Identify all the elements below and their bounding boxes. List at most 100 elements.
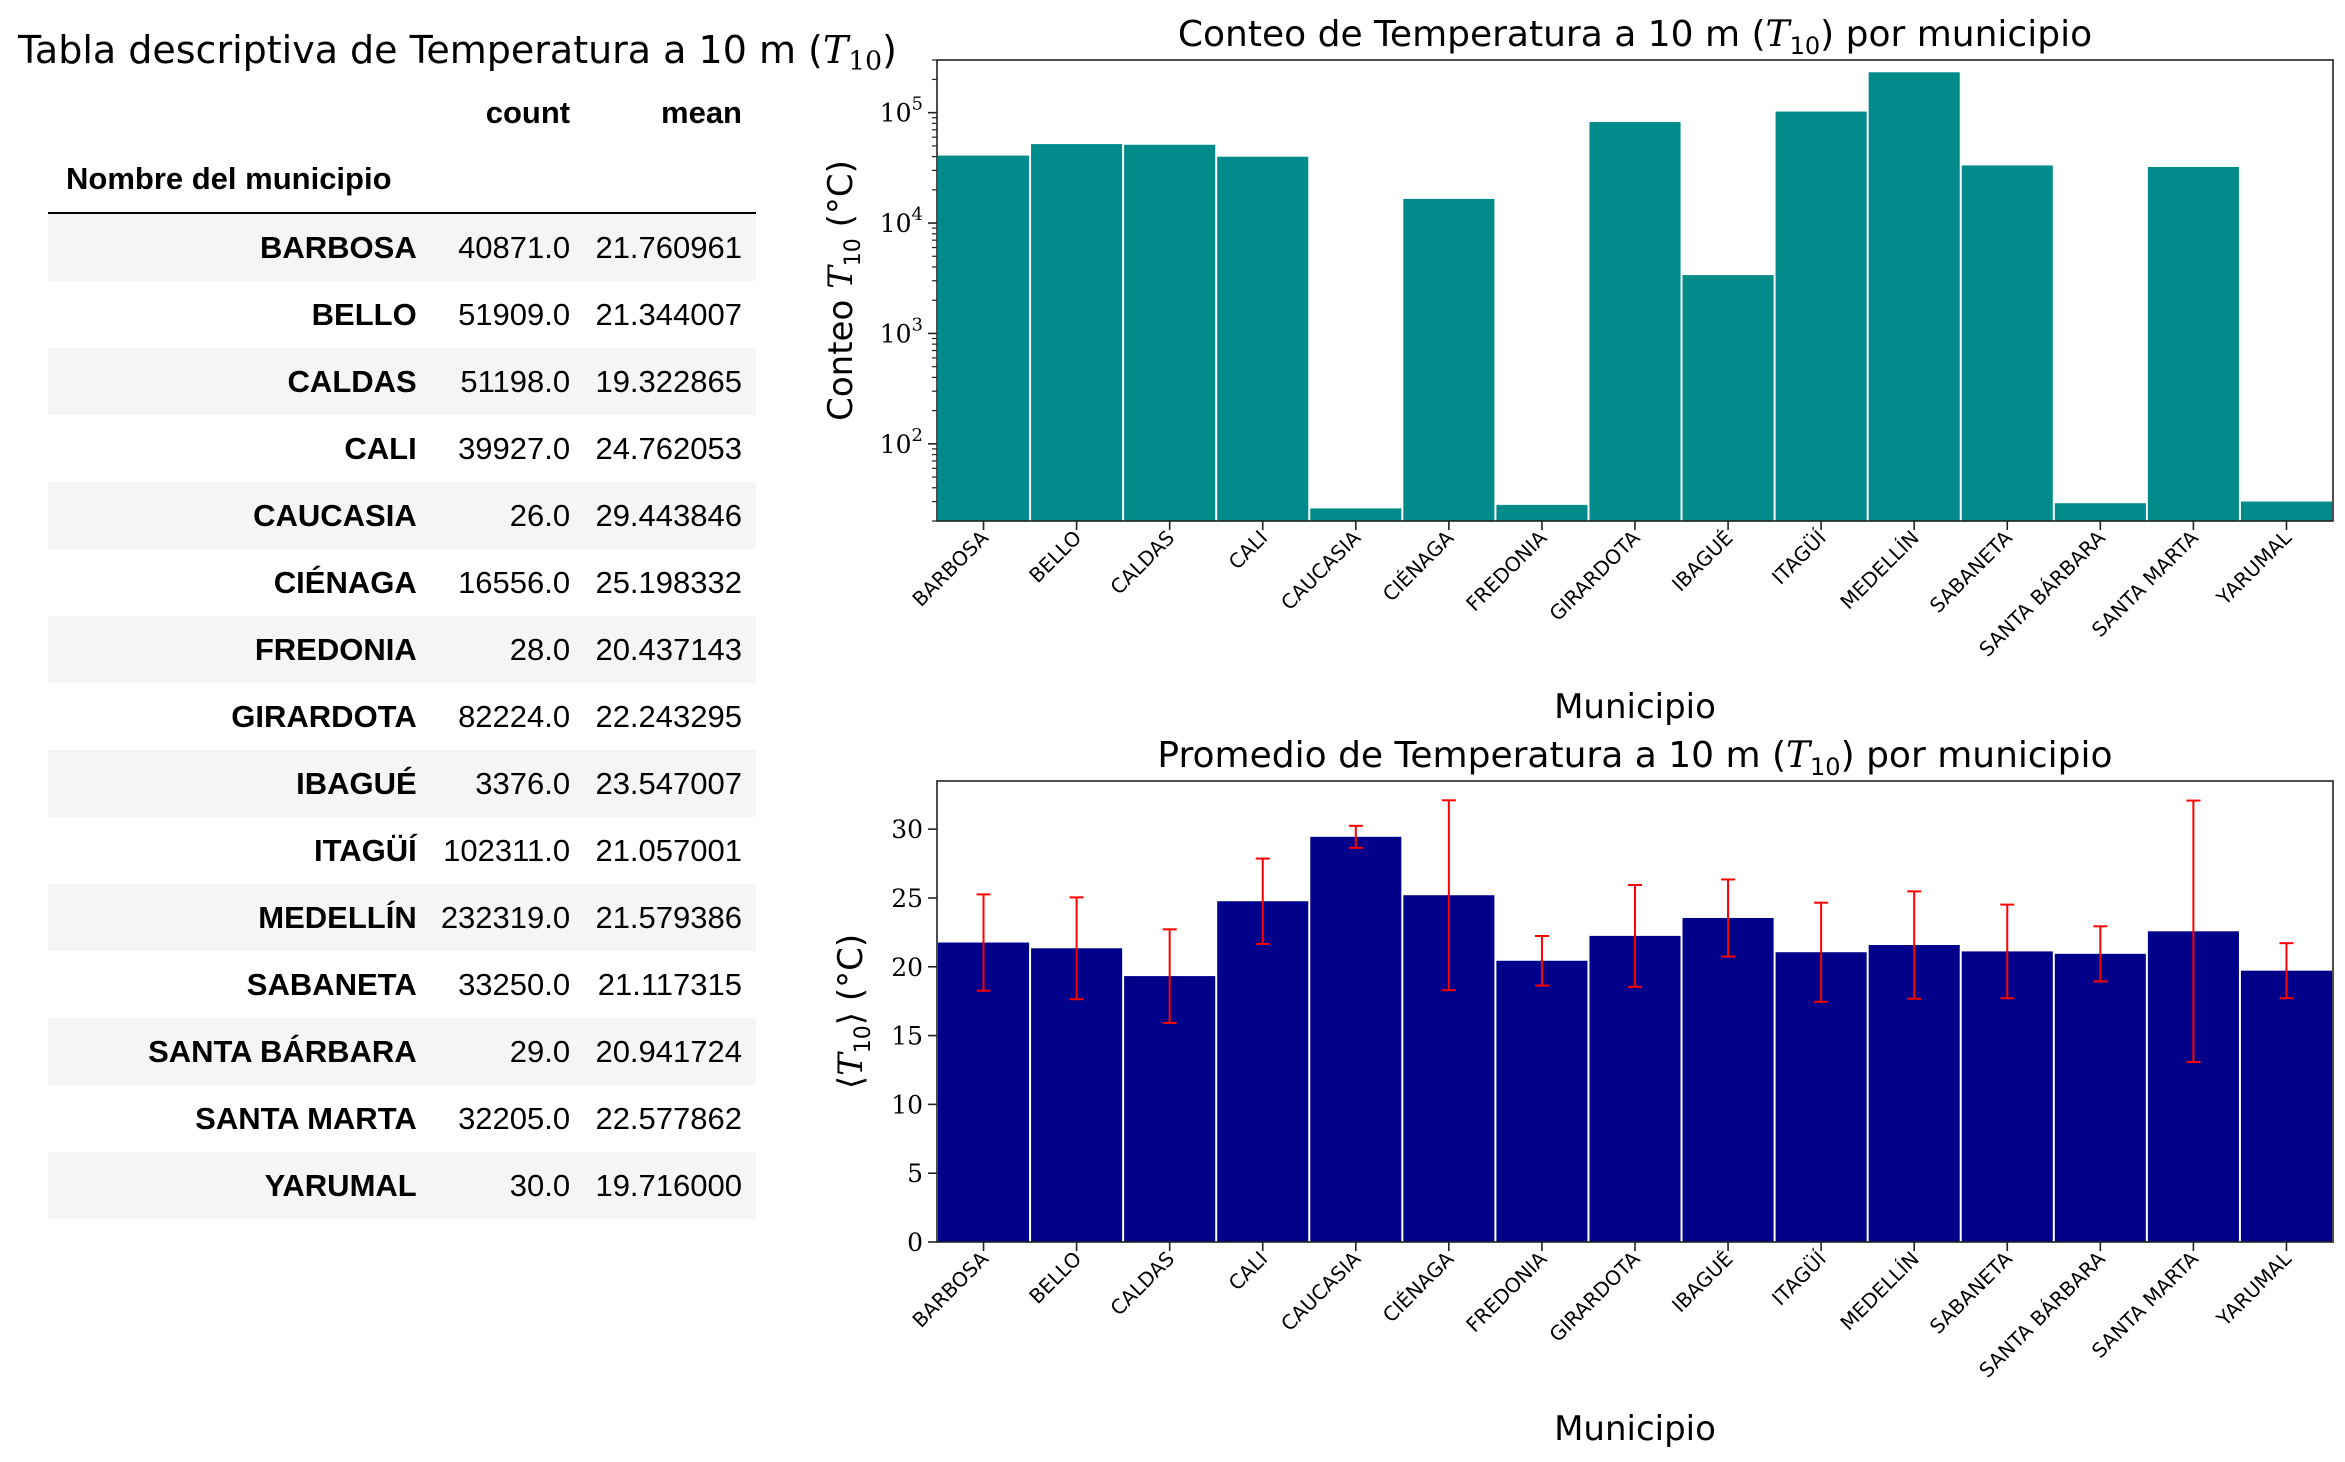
- y-tick-label: 102: [880, 425, 923, 459]
- descriptive-table: count mean Nombre del municipio BARBOSA 4…: [48, 80, 756, 1219]
- bar: [1961, 951, 2053, 1242]
- row-mean-cell: 21.117315: [597, 966, 742, 1002]
- row-count-cell: 29.0: [509, 1033, 571, 1069]
- row-count-cell: 28.0: [509, 631, 571, 667]
- y-label-suffix: (°C): [831, 934, 871, 1012]
- row-municipio-cell: BELLO: [311, 296, 417, 332]
- y-tick-label: 10: [891, 1090, 923, 1119]
- y-tick-base: 10: [880, 430, 912, 459]
- row-mean-cell: 21.057001: [595, 832, 742, 868]
- y-tick-label: 15: [891, 1022, 923, 1051]
- y-label-suffix: (°C): [821, 160, 861, 238]
- row-municipio-cell: CAUCASIA: [253, 497, 417, 533]
- table-row: IBAGUÉ 3376.0 23.547007: [48, 750, 756, 817]
- table-row: MEDELLÍN 232319.0 21.579386: [48, 884, 756, 951]
- table-row: SANTA BÁRBARA 29.0 20.941724: [48, 1018, 756, 1085]
- table-row: CIÉNAGA 16556.0 25.198332: [48, 549, 756, 616]
- x-tick-label: FREDONIA: [1461, 1246, 1552, 1337]
- x-tick-label: CALI: [1224, 1247, 1273, 1296]
- table-row: FREDONIA 28.0 20.437143: [48, 616, 756, 683]
- y-tick-label: 20: [891, 953, 923, 982]
- bar: [1217, 901, 1309, 1242]
- table-row: ITAGÜÍ 102311.0 21.057001: [48, 817, 756, 884]
- row-mean-cell: 20.941724: [595, 1033, 742, 1069]
- x-tick-label: CAUCASIA: [1276, 525, 1365, 614]
- row-count-cell: 82224.0: [458, 698, 571, 734]
- column-header-count: count: [485, 95, 571, 130]
- table-row: SABANETA 33250.0 21.117315: [48, 951, 756, 1018]
- x-axis-label: Municipio: [1554, 687, 1716, 727]
- chart-title-prefix: Conteo de Temperatura a 10 m (: [1178, 14, 1766, 55]
- bar: [1310, 508, 1402, 521]
- row-count-cell: 51909.0: [458, 296, 571, 332]
- x-tick-label: BELLO: [1024, 526, 1086, 588]
- bar: [1682, 917, 1774, 1242]
- row-mean-cell: 19.716000: [595, 1167, 742, 1203]
- bar: [1496, 504, 1588, 521]
- table-row: BELLO 51909.0 21.344007: [48, 281, 756, 348]
- table-title-prefix: Tabla descriptiva de Temperatura a 10 m …: [18, 28, 823, 72]
- row-count-cell: 39927.0: [458, 430, 571, 466]
- row-count-cell: 33250.0: [458, 966, 571, 1002]
- row-count-cell: 3376.0: [475, 765, 571, 801]
- y-tick-label: 0: [907, 1228, 923, 1257]
- table-body: BARBOSA 40871.0 21.760961 BELLO 51909.0 21.34…: [48, 213, 756, 1219]
- row-count-cell: 232319.0: [440, 899, 571, 935]
- stats-table: count mean Nombre del municipio BARBOSA 4…: [48, 80, 756, 1219]
- y-tick-label: 105: [880, 94, 923, 128]
- x-tick-label: FREDONIA: [1461, 525, 1552, 616]
- row-municipio-cell: CIÉNAGA: [273, 564, 417, 600]
- x-tick-label: CIÉNAGA: [1378, 1246, 1459, 1327]
- x-tick-label: MEDELLÍN: [1835, 1247, 1923, 1335]
- row-municipio-cell: FREDONIA: [254, 631, 417, 667]
- row-municipio-cell: CALDAS: [287, 363, 417, 399]
- bar: [1775, 111, 1867, 522]
- x-tick-label: BARBOSA: [907, 1246, 993, 1332]
- x-tick-label: GIRARDOTA: [1544, 1246, 1644, 1346]
- y-label-prefix: Conteo: [821, 289, 861, 421]
- table-title-sub: 10: [848, 45, 883, 77]
- table-row: CAUCASIA 26.0 29.443846: [48, 482, 756, 549]
- row-municipio-cell: ITAGÜÍ: [313, 832, 417, 868]
- bar: [2240, 501, 2332, 521]
- chart-title-sub: 10: [1810, 753, 1841, 781]
- row-mean-cell: 22.577862: [595, 1100, 742, 1136]
- table-row: BARBOSA 40871.0 21.760961: [48, 213, 756, 281]
- table-row: GIRARDOTA 82224.0 22.243295: [48, 683, 756, 750]
- x-tick-label: CALDAS: [1106, 526, 1180, 600]
- chart-title-var: T: [1766, 14, 1793, 55]
- bar: [1682, 275, 1774, 521]
- chart-title-suffix: ) por municipio: [1820, 14, 2092, 55]
- table-row: SANTA MARTA 32205.0 22.577862: [48, 1085, 756, 1152]
- chart-title-sub: 10: [1790, 32, 1821, 60]
- mean-chart: 0 5 10 15 20 25 30 BARBOSA BELLO CALDAS CALI CAUCAS…: [831, 735, 2334, 1449]
- bar: [2054, 953, 2146, 1242]
- x-tick-label: YARUMAL: [2211, 525, 2296, 610]
- x-axis-label: Municipio: [1554, 1409, 1716, 1449]
- y-tick-base: 10: [880, 209, 912, 238]
- chart-title: Conteo de Temperatura a 10 m (T10) por m…: [1178, 14, 2092, 60]
- row-municipio-cell: SANTA MARTA: [195, 1100, 417, 1136]
- x-tick-label: ITAGÜÍ: [1767, 526, 1831, 590]
- x-tick-label: ITAGÜÍ: [1767, 1247, 1831, 1311]
- y-tick-exponent: 2: [912, 425, 923, 446]
- bar: [1589, 122, 1681, 522]
- row-mean-cell: 21.760961: [595, 229, 742, 265]
- table-title-suffix: ): [882, 28, 897, 72]
- bar: [1031, 144, 1123, 522]
- x-tick-label: MEDELLÍN: [1835, 526, 1923, 614]
- bar: [1124, 144, 1216, 522]
- row-mean-cell: 20.437143: [595, 631, 742, 667]
- y-label-bracket: ⟨: [831, 1076, 871, 1089]
- row-count-cell: 40871.0: [458, 229, 571, 265]
- row-municipio-cell: SABANETA: [246, 966, 417, 1002]
- bar: [1217, 156, 1309, 521]
- y-axis-label: ⟨T10⟩ (°C): [831, 934, 876, 1089]
- x-tick-label: YARUMAL: [2211, 1246, 2296, 1331]
- y-tick-exponent: 4: [912, 204, 923, 225]
- x-tick-label: IBAGUÉ: [1667, 526, 1738, 597]
- bar: [2147, 166, 2239, 522]
- y-tick-base: 10: [880, 99, 912, 128]
